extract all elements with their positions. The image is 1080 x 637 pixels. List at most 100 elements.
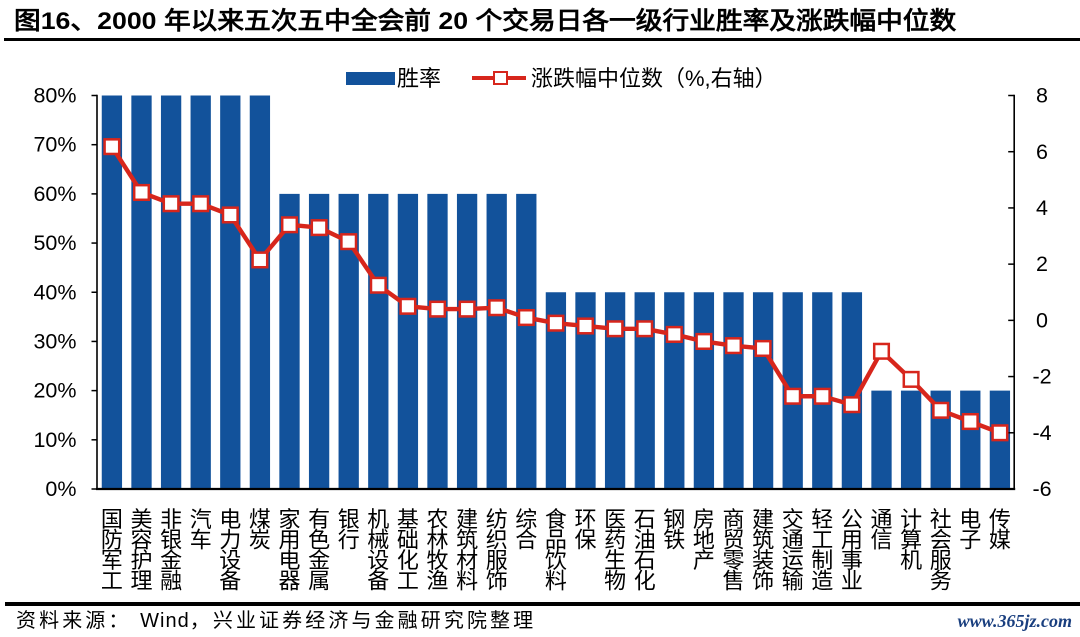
svg-text:社: 社 xyxy=(930,507,952,532)
svg-text:银: 银 xyxy=(338,507,360,532)
svg-text:渔: 渔 xyxy=(426,568,448,593)
svg-text:银: 银 xyxy=(160,527,182,552)
svg-text:饰: 饰 xyxy=(752,568,774,593)
svg-text:铁: 铁 xyxy=(663,527,685,552)
svg-text:-4: -4 xyxy=(1032,421,1051,445)
svg-text:基: 基 xyxy=(397,507,419,532)
svg-text:属: 属 xyxy=(308,568,330,593)
svg-text:造: 造 xyxy=(811,568,833,593)
svg-text:6: 6 xyxy=(1036,140,1048,164)
svg-text:-2: -2 xyxy=(1032,365,1051,389)
svg-text:通: 通 xyxy=(870,507,892,532)
svg-text:运: 运 xyxy=(782,548,804,573)
svg-text:化: 化 xyxy=(634,568,656,593)
svg-text:50%: 50% xyxy=(33,231,76,255)
svg-text:机: 机 xyxy=(367,507,389,532)
svg-text:工: 工 xyxy=(101,568,123,593)
svg-text:贸: 贸 xyxy=(722,527,744,552)
svg-text:交: 交 xyxy=(782,507,804,532)
svg-text:传: 传 xyxy=(989,507,1011,532)
svg-text:服: 服 xyxy=(486,548,508,573)
svg-text:机: 机 xyxy=(900,548,922,573)
svg-text:售: 售 xyxy=(722,568,744,593)
svg-text:础: 础 xyxy=(397,527,419,552)
svg-text:会: 会 xyxy=(930,527,952,552)
svg-text:农: 农 xyxy=(426,507,448,532)
svg-text:金: 金 xyxy=(160,548,182,573)
svg-text:算: 算 xyxy=(900,527,922,552)
svg-text:输: 输 xyxy=(782,568,804,593)
svg-text:综: 综 xyxy=(515,507,537,532)
svg-text:装: 装 xyxy=(752,548,774,573)
svg-text:林: 林 xyxy=(426,527,448,552)
svg-text:器: 器 xyxy=(278,568,300,593)
svg-text:色: 色 xyxy=(308,527,330,552)
svg-text:筑: 筑 xyxy=(456,527,478,552)
svg-text:务: 务 xyxy=(930,568,952,593)
svg-text:生: 生 xyxy=(604,548,626,573)
svg-text:非: 非 xyxy=(160,507,182,532)
svg-text:油: 油 xyxy=(634,527,656,552)
svg-text:建: 建 xyxy=(752,507,774,532)
svg-text:事: 事 xyxy=(841,548,863,573)
svg-text:保: 保 xyxy=(574,527,596,552)
svg-text:制: 制 xyxy=(811,548,833,573)
svg-text:钢: 钢 xyxy=(663,507,685,532)
svg-text:物: 物 xyxy=(604,568,626,593)
svg-text:4: 4 xyxy=(1036,196,1048,220)
svg-text:零: 零 xyxy=(722,548,744,573)
svg-text:备: 备 xyxy=(219,568,241,593)
svg-text:筑: 筑 xyxy=(752,527,774,552)
svg-text:牧: 牧 xyxy=(426,548,448,573)
svg-text:地: 地 xyxy=(693,527,715,552)
svg-text:饰: 饰 xyxy=(486,568,508,593)
svg-text:石: 石 xyxy=(634,548,656,573)
svg-text:备: 备 xyxy=(367,568,389,593)
svg-text:饮: 饮 xyxy=(545,548,567,573)
svg-text:合: 合 xyxy=(515,527,537,552)
svg-text:化: 化 xyxy=(397,548,419,573)
svg-text:30%: 30% xyxy=(33,329,76,353)
svg-text:服: 服 xyxy=(930,548,952,573)
svg-text:轻: 轻 xyxy=(811,507,833,532)
svg-text:电: 电 xyxy=(278,548,300,573)
svg-text:40%: 40% xyxy=(33,280,76,304)
svg-text:0%: 0% xyxy=(45,477,76,501)
svg-text:融: 融 xyxy=(160,568,182,593)
svg-text:国: 国 xyxy=(101,507,123,532)
svg-text:用: 用 xyxy=(841,527,863,552)
svg-text:械: 械 xyxy=(367,527,389,552)
svg-text:材: 材 xyxy=(456,548,478,573)
svg-text:石: 石 xyxy=(634,507,656,532)
svg-text:-6: -6 xyxy=(1032,477,1051,501)
svg-text:防: 防 xyxy=(101,527,123,552)
svg-text:子: 子 xyxy=(959,527,981,552)
svg-text:信: 信 xyxy=(870,527,892,552)
svg-text:60%: 60% xyxy=(33,182,76,206)
svg-text:有: 有 xyxy=(308,507,330,532)
svg-text:药: 药 xyxy=(604,527,626,552)
svg-text:通: 通 xyxy=(782,527,804,552)
svg-text:汽: 汽 xyxy=(190,507,212,532)
svg-text:计: 计 xyxy=(900,507,922,532)
svg-text:行: 行 xyxy=(338,527,360,552)
svg-text:设: 设 xyxy=(367,548,389,573)
svg-text:公: 公 xyxy=(841,507,863,532)
svg-text:金: 金 xyxy=(308,548,330,573)
svg-text:10%: 10% xyxy=(33,428,76,452)
svg-text:2: 2 xyxy=(1036,252,1048,276)
svg-text:房: 房 xyxy=(693,507,715,532)
svg-text:环: 环 xyxy=(574,507,596,532)
svg-text:8: 8 xyxy=(1036,84,1048,108)
svg-text:商: 商 xyxy=(722,507,744,532)
svg-text:车: 车 xyxy=(190,527,212,552)
svg-text:设: 设 xyxy=(219,548,241,573)
svg-text:护: 护 xyxy=(130,548,152,573)
svg-text:业: 业 xyxy=(841,568,863,593)
svg-text:建: 建 xyxy=(456,507,478,532)
svg-text:70%: 70% xyxy=(33,133,76,157)
svg-text:料: 料 xyxy=(456,568,478,593)
svg-text:力: 力 xyxy=(219,527,241,552)
svg-text:食: 食 xyxy=(545,507,567,532)
svg-text:用: 用 xyxy=(278,527,300,552)
